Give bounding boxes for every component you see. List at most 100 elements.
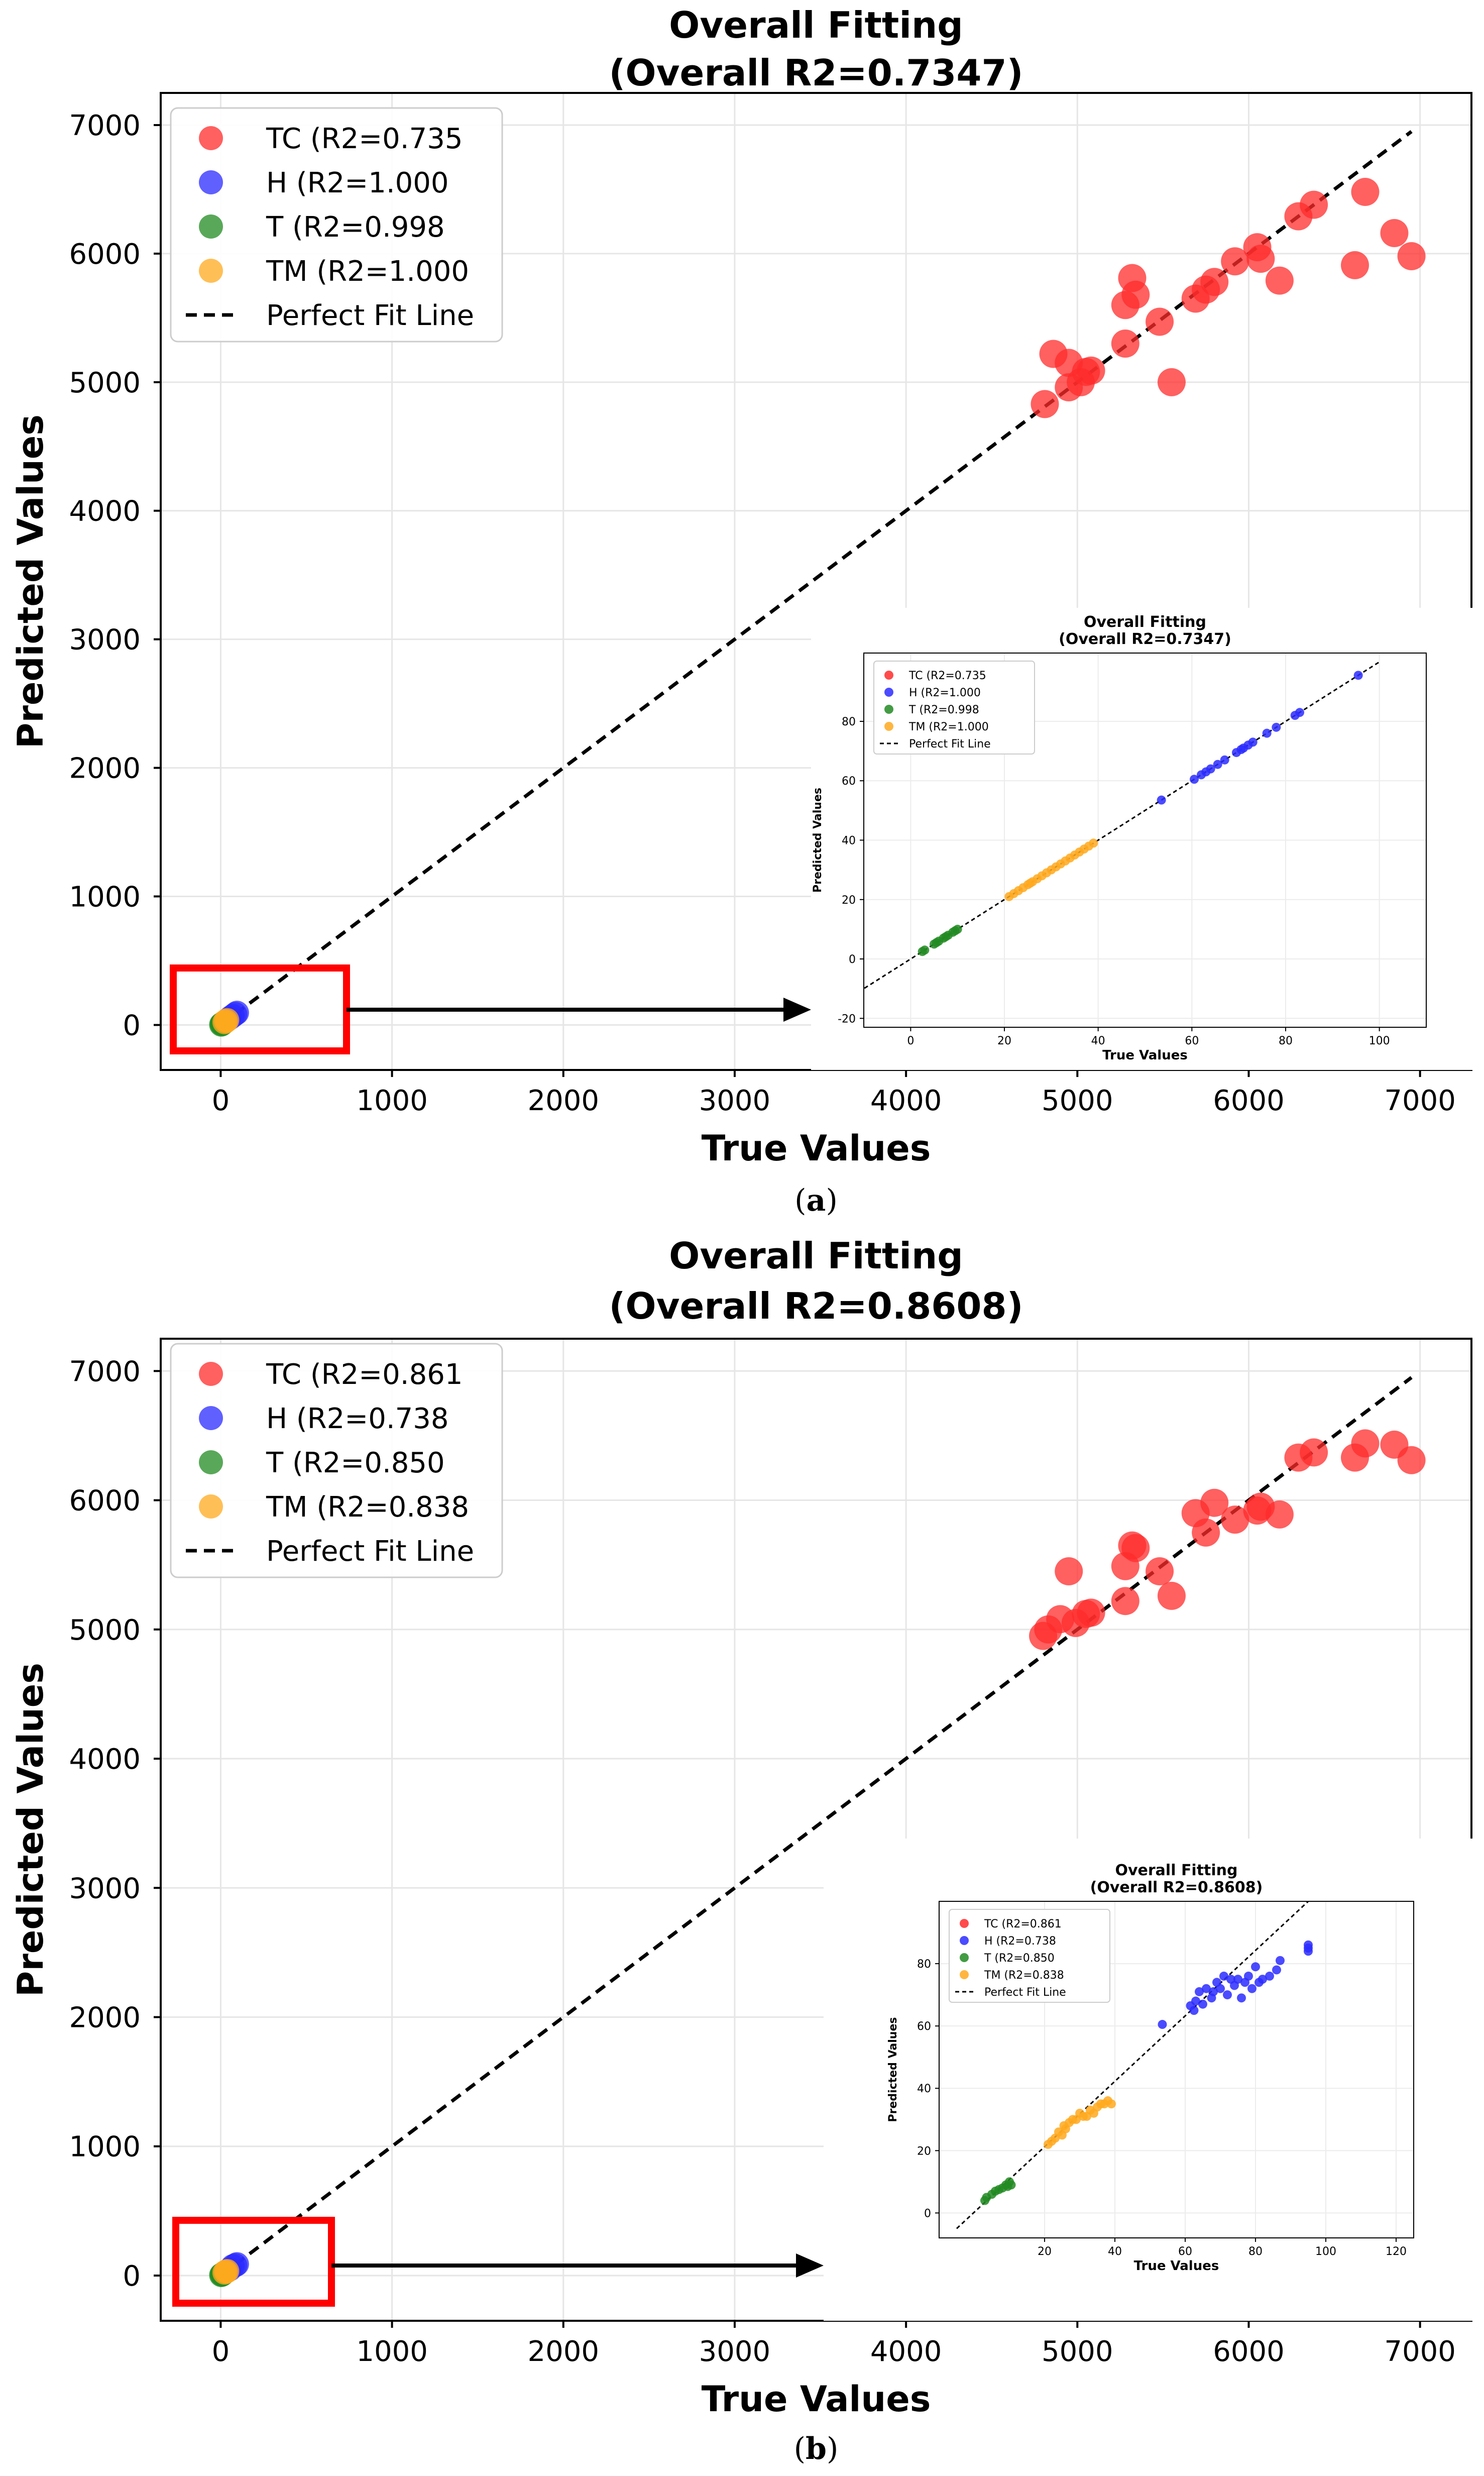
inset-subtitle: (Overall R2=0.8608) [1090,1879,1263,1896]
data-point [1397,1446,1426,1474]
inset-x-tick-label: 0 [907,1035,914,1047]
inset-legend-entry: TM (R2=1.000 [908,721,989,733]
inset-legend-marker [960,1936,969,1945]
data-point [1146,307,1174,336]
inset-x-axis-label: True Values [1134,2258,1219,2274]
inset-y-tick-label: 60 [842,775,856,788]
inset-y-tick-label: 60 [917,2020,931,2033]
x-tick-label: 1000 [356,1085,428,1117]
data-point [1157,1581,1186,1610]
data-point [1055,1557,1083,1586]
inset-data-point [1190,775,1199,784]
data-point [1397,242,1426,271]
y-tick-label: 5000 [69,367,141,399]
inset-data-point [920,945,930,955]
inset-data-point [1295,708,1304,717]
legend-entry: Perfect Fit Line [266,299,474,332]
data-point [1351,178,1380,206]
inset-data-point [1216,1984,1225,1993]
x-tick-label: 1000 [356,2335,428,2368]
zoom-arrow-head [783,998,811,1022]
inset-data-point [1006,2180,1016,2190]
x-tick-label: 5000 [1042,2335,1113,2368]
perfect-fit-line [219,1376,1413,2277]
y-tick-label: 5000 [69,1614,141,1647]
inset-data-point [1258,1975,1267,1984]
data-point [1192,1518,1220,1547]
chart-title: Overall Fitting [669,1235,963,1277]
x-tick-label: 4000 [870,2335,942,2368]
data-point [1121,1534,1150,1562]
series-0 [1029,1429,1426,1650]
inset-x-tick-label: 100 [1369,1035,1390,1047]
legend: TC (R2=0.735 H (R2=1.000 T (R2=0.998 TM (R2… [170,107,503,343]
inset-data-point [1272,1965,1281,1975]
inset-data-point [1223,1990,1232,2000]
panel-caption-paren: ( [794,1183,806,1218]
inset-legend-box [949,1909,1110,2003]
legend-marker [199,214,223,239]
x-axis-label: True Values [702,2379,931,2420]
inset-legend-entry: T (R2=0.998 [908,704,979,716]
inset-series-2 [1004,838,1098,901]
legend-entry: H (R2=1.000 [266,167,449,199]
y-tick-label: 6000 [69,1485,141,1518]
x-tick-label: 3000 [699,2335,771,2368]
inset-data-point [1304,1940,1313,1950]
data-point [1265,1500,1294,1529]
legend-marker [199,259,223,283]
x-tick-label: 7000 [1384,1085,1456,1117]
legend-marker [199,170,223,194]
inset-legend-marker [960,1919,969,1928]
y-tick-label: 7000 [69,110,141,142]
zoom-region-box [170,964,350,1054]
y-tick-label: 0 [123,1009,141,1042]
inset-x-tick-label: 80 [1248,2245,1263,2258]
x-tick-label: 2000 [528,2335,600,2368]
inset-legend-marker [960,1970,969,1979]
legend-entry: TC (R2=0.735 [266,123,463,155]
inset-subtitle: (Overall R2=0.7347) [1059,630,1231,648]
plot-frame [160,1338,1472,2322]
y-tick-label: 3000 [69,1872,141,1905]
data-point [1341,251,1369,279]
inset-frame [939,1901,1414,2238]
inset-data-point [1089,838,1098,848]
y-tick-label: 2000 [69,2001,141,2034]
panel-caption-paren: ( [794,2431,806,2466]
inset-chart: Overall Fitting(Overall R2=0.8608) 20 40 60… [824,1839,1481,2321]
inset-data-point [1237,1993,1246,2003]
panel-b: Overall Fitting (Overall R2=0.8608) 0 1000 2… [10,1235,1481,2466]
inset-y-tick-label: 40 [917,2083,931,2095]
inset-data-point [1276,1956,1285,1965]
inset-data-point [1189,2006,1199,2015]
inset-data-point [1213,760,1222,769]
x-tick-label: 3000 [699,1085,771,1117]
x-tick-label: 6000 [1213,1085,1285,1117]
series-3 [212,2258,240,2285]
data-point [1380,219,1409,247]
legend-marker [199,1406,223,1430]
x-tick-label: 0 [212,2335,230,2368]
inset-data-point [1353,671,1363,680]
y-tick-label: 0 [123,2260,141,2293]
legend-marker [199,1494,223,1519]
inset-chart: Overall Fitting(Overall R2=0.7347) 0 20 40 6… [811,608,1481,1070]
inset-data-point [953,924,962,934]
legend-entry: TM (R2=1.000 [266,255,469,288]
zoom-region-box [172,2217,335,2307]
inset-plot-area [956,1901,1313,2229]
inset-y-tick-label: 0 [924,2207,931,2220]
inset-legend-marker [960,1953,969,1962]
inset-data-point [1244,1971,1253,1981]
data-point [1265,266,1294,295]
panel-caption-letter: a [807,1183,826,1218]
series-0 [1031,178,1426,418]
data-point [1221,1505,1249,1534]
inset-x-axis-label: True Values [1102,1048,1188,1063]
series-3 [212,1008,240,1034]
y-tick-label: 3000 [69,624,141,657]
legend: TC (R2=0.861 H (R2=0.738 T (R2=0.850 TM (R2… [170,1343,503,1578]
inset-legend-entry: TM (R2=0.838 [984,1969,1064,1982]
x-tick-label: 2000 [528,1085,600,1117]
